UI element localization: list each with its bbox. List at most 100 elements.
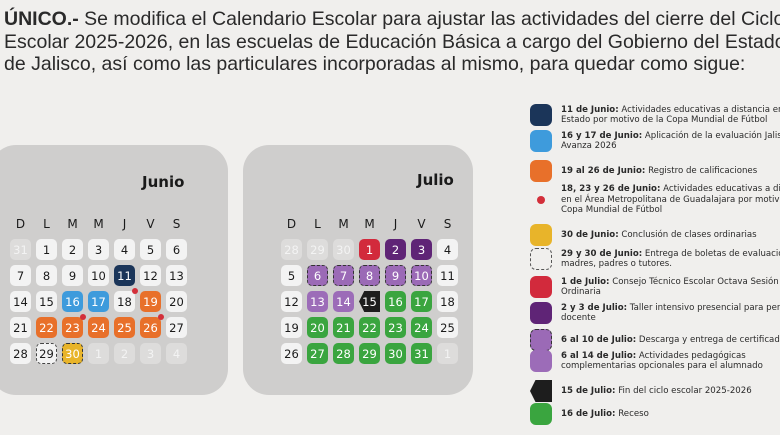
day-cell: 1 [88,343,109,364]
day-cell: 20 [307,317,328,338]
legend-description: Receso [618,408,649,419]
legend-swatch [530,276,552,298]
day-cell: 1 [437,343,458,364]
weekday-label: V [417,216,426,231]
legend-date: 6 al 10 de Julio: [561,334,637,345]
day-cell: 6 [166,239,187,260]
day-cell: 28 [333,343,354,364]
legend-description: complementarias opcionales para el alumn… [561,361,763,371]
legend-swatch [530,104,552,126]
legend-item: 15 de Julio: Fin del ciclo escolar 2025-… [530,380,780,402]
day-cell: 5 [140,239,161,260]
day-cell: 31 [411,343,432,364]
day-cell: 26 [140,317,161,338]
day-cell: 25 [437,317,458,338]
day-cell: 24 [411,317,432,338]
legend-description: Ordinaria [561,287,601,297]
legend-description: Actividades educativas a distancia en el [621,104,780,115]
legend-item: 11 de Junio: Actividades educativas a di… [530,104,780,126]
legend-date: 6 al 14 de Julio: [561,350,637,361]
day-cell: 2 [62,239,83,260]
legend-line: Ordinaria [561,287,779,298]
legend-item: 16 de Julio: Receso [530,403,780,425]
legend-date: 11 de Junio: [561,104,619,115]
day-cell: 27 [307,343,328,364]
legend-text: 30 de Junio: Conclusión de clases ordina… [561,230,757,241]
day-cell: 26 [281,343,302,364]
day-cell: 14 [10,291,31,312]
day-cell: 30 [62,343,83,364]
legend-swatch [530,248,552,270]
legend-text: 29 y 30 de Junio: Entrega de boletas de … [561,249,780,270]
day-cell: 30 [333,239,354,260]
legend-text: 16 y 17 de Junio: Aplicación de la evalu… [561,131,780,152]
legend-text: 6 al 10 de Julio: Descarga y entrega de … [561,335,780,346]
legend-description: docente [561,313,596,323]
event-dot-marker [132,288,138,294]
day-cell: 29 [36,343,57,364]
legend-text: 6 al 14 de Julio: Actividades pedagógica… [561,351,763,372]
day-cell: 7 [333,265,354,286]
day-cell: 17 [411,291,432,312]
day-cell: 11 [114,265,135,286]
calendar-junio: Junio D L M M J V S 31 1 2 3 4 5 6 7 8 9 10 11 12 13 14 15 16 17… [0,145,228,395]
day-cell: 27 [166,317,187,338]
legend-line: en el Área Metropolitana de Guadalajara … [561,195,780,206]
day-cell: 2 [385,239,406,260]
day-cell: 7 [10,265,31,286]
day-cell: 11 [437,265,458,286]
day-cell: 9 [62,265,83,286]
legend-line: 15 de Julio: Fin del ciclo escolar 2025-… [561,386,752,397]
event-dot-marker [158,314,164,320]
legend-text: 2 y 3 de Julio: Taller intensivo presenc… [561,303,780,324]
day-cell: 5 [281,265,302,286]
day-cell: 13 [307,291,328,312]
legend-date: 30 de Junio: [561,229,619,240]
intro-paragraph: ÚNICO.- Se modifica el Calendario Escola… [4,8,780,76]
legend-description: Fin del ciclo escolar 2025-2026 [618,385,752,396]
intro-line: Se modifica el Calendario Escolar para a… [78,8,780,30]
day-cell: 10 [88,265,109,286]
day-cell: 17 [88,291,109,312]
day-cell: 16 [62,291,83,312]
day-cell: 2 [114,343,135,364]
legend-description: en el Área Metropolitana de Guadalajara … [561,194,780,205]
legend-line: docente [561,313,780,324]
day-cell: 31 [10,239,31,260]
legend-swatch [530,350,552,372]
weekday-label: M [338,216,349,231]
day-cell: 28 [281,239,302,260]
day-cell: 10 [411,265,432,286]
day-cell: 16 [385,291,406,312]
day-cell: 29 [307,239,328,260]
day-cell: 12 [281,291,302,312]
legend-line: 6 al 10 de Julio: Descarga y entrega de … [561,335,780,346]
day-cell: 1 [36,239,57,260]
day-cell: 1 [359,239,380,260]
legend-line: 30 de Junio: Conclusión de clases ordina… [561,230,757,241]
day-cell: 8 [36,265,57,286]
day-cell: 14 [333,291,354,312]
legend-item: 29 y 30 de Junio: Entrega de boletas de … [530,248,780,270]
month-title: Junio [142,173,185,191]
legend-description: Consejo Técnico Escolar Octava Sesión [612,276,779,287]
legend-item: 30 de Junio: Conclusión de clases ordina… [530,224,780,246]
event-dot-marker [80,314,86,320]
legend-line: 16 de Julio: Receso [561,409,649,420]
weekday-label: S [443,216,452,231]
legend-description: Actividades pedagógicas [638,350,746,361]
legend-text: 11 de Junio: Actividades educativas a di… [561,105,780,126]
month-title: Julio [417,171,454,189]
intro-line: de Jalisco, así como las particulares in… [4,53,746,75]
legend-line: 29 y 30 de Junio: Entrega de boletas de … [561,249,780,260]
weekday-label: M [364,216,375,231]
day-cell: 24 [88,317,109,338]
legend-date: 15 de Julio: [561,385,616,396]
legend-line: 6 al 14 de Julio: Actividades pedagógica… [561,351,763,362]
day-cell: 15 [36,291,57,312]
day-cell: 28 [10,343,31,364]
weekday-label: J [393,216,398,231]
legend-swatch [530,302,552,324]
legend-description: Aplicación de la evaluación Jalisco [644,130,780,141]
legend-line: 11 de Junio: Actividades educativas a di… [561,105,780,116]
